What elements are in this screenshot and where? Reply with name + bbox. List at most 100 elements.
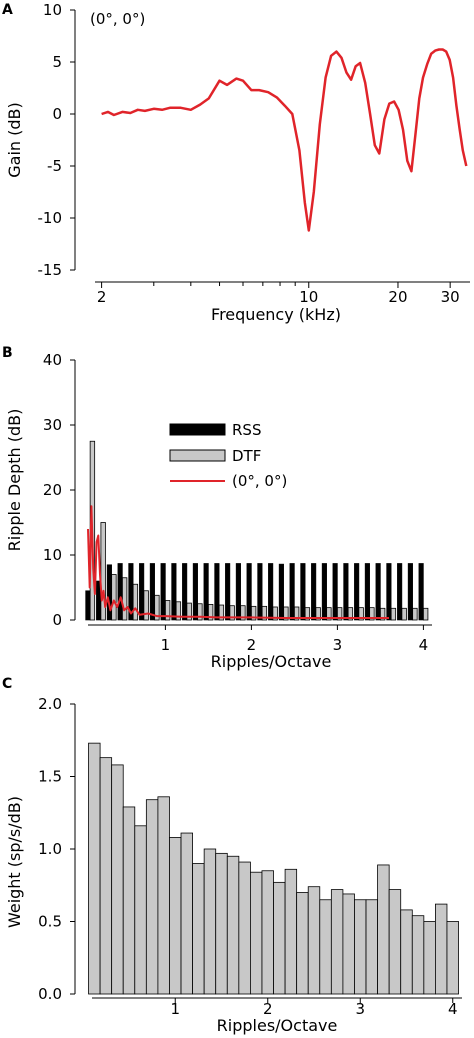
chart-b-bar-rss xyxy=(268,563,274,621)
chart-c-bar xyxy=(226,855,240,995)
chart-b-bar-rss xyxy=(214,563,220,621)
chart-c-bar xyxy=(365,899,378,995)
chart-b-bar-dtf xyxy=(347,607,354,621)
chart-b-bar-rss xyxy=(418,563,424,621)
chart-b-ytick-label: 10 xyxy=(43,546,62,564)
chart-a-annotation: (0°, 0°) xyxy=(90,10,145,28)
chart-c-xlabel: Ripples/Octave xyxy=(217,1016,338,1035)
chart-b-bar-dtf xyxy=(336,607,343,621)
chart-b-bar-dtf xyxy=(293,606,300,621)
chart-b-bar-dtf xyxy=(186,602,192,621)
chart-a-xlabel: Frequency (kHz) xyxy=(211,305,341,324)
chart-c-xtick-label: 4 xyxy=(448,1000,458,1018)
chart-b-bar-dtf xyxy=(422,607,429,621)
chart-b-bar-dtf xyxy=(207,604,214,621)
chart-b-bar-rss xyxy=(375,563,381,621)
chart-b-bar-dtf xyxy=(379,607,386,621)
chart-c-ylabel: Weight (sp/s/dB) xyxy=(5,796,24,928)
chart-b-bar-rss xyxy=(343,563,349,621)
panel-letter-a: A xyxy=(2,2,13,18)
chart-b-bar-dtf xyxy=(272,606,278,621)
chart-b-bar-rss xyxy=(397,563,403,621)
chart-c-bar xyxy=(330,889,344,995)
chart-b-bar-dtf xyxy=(143,590,149,621)
chart-a-ytick-label: 10 xyxy=(43,1,62,19)
panel-letter-b: B xyxy=(2,345,13,361)
chart-b-bar-dtf xyxy=(100,522,106,621)
chart-b-bar-rss xyxy=(407,563,413,621)
chart-c-bar xyxy=(319,899,332,995)
chart-c-bar xyxy=(388,889,402,995)
chart-b-xtick-label: 3 xyxy=(333,636,343,654)
chart-c-bar xyxy=(192,863,205,995)
chart-b: Ripples/Octave Ripple Depth (dB) RSS DTF… xyxy=(5,351,432,671)
chart-a-ylabel: Gain (dB) xyxy=(5,102,24,178)
chart-c-ytick-label: 2.0 xyxy=(38,695,62,713)
chart-c-xtick-label: 3 xyxy=(355,1000,365,1018)
chart-b-bar-dtf xyxy=(304,607,311,621)
chart-c-bar xyxy=(435,903,448,995)
chart-b-bar-rss xyxy=(257,563,263,621)
chart-b-xlabel: Ripples/Octave xyxy=(211,652,332,671)
chart-b-bar-rss xyxy=(354,563,360,621)
chart-a: (0°, 0°) Frequency (kHz) Gain (dB) 10 5 0 -… xyxy=(5,1,470,324)
chart-b-bar-rss xyxy=(225,563,231,621)
chart-b-ytick-label: 20 xyxy=(43,481,62,499)
chart-b-bar-rss xyxy=(117,563,123,621)
chart-b-bar-dtf xyxy=(154,594,160,621)
chart-c-ytick-label: 1.5 xyxy=(38,768,62,786)
chart-a-xtick-label: 2 xyxy=(97,288,107,306)
chart-b-bar-rss xyxy=(311,563,317,621)
chart-c-bar xyxy=(157,796,170,995)
chart-c-bar xyxy=(307,886,321,995)
chart-c-bar xyxy=(238,861,251,995)
chart-b-bar-rss xyxy=(182,563,188,621)
chart-b-bar-dtf xyxy=(164,600,171,621)
chart-c-bar xyxy=(284,868,298,995)
legend-label-red-line: (0°, 0°) xyxy=(232,472,287,490)
chart-c-bar xyxy=(423,921,436,995)
chart-c-bar xyxy=(342,893,355,995)
chart-b-bar-rss xyxy=(139,563,145,621)
chart-b-bar-rss xyxy=(300,563,306,621)
chart-c-bar xyxy=(99,757,113,995)
panel-letter-c: C xyxy=(2,676,12,692)
chart-b-bar-dtf xyxy=(229,605,235,621)
chart-b-bar-rss xyxy=(289,563,295,621)
chart-c-bar xyxy=(400,909,413,995)
chart-c: Ripples/Octave Weight (sp/s/dB) 0.0 0.5 1.… xyxy=(5,695,462,1035)
chart-b-bar-dtf xyxy=(358,607,364,621)
chart-b-bar-dtf xyxy=(412,607,418,621)
chart-c-xtick-label: 2 xyxy=(263,1000,273,1018)
chart-c-bar xyxy=(354,899,367,995)
chart-c-bar xyxy=(377,864,390,995)
chart-b-bar-dtf xyxy=(250,605,257,621)
chart-c-bar xyxy=(250,871,263,995)
chart-b-ytick-label: 0 xyxy=(52,611,62,629)
chart-b-bar-dtf xyxy=(111,574,117,621)
chart-c-ytick-label: 0.5 xyxy=(38,913,62,931)
chart-a-ytick-label: -10 xyxy=(38,209,63,227)
chart-a-xtick-label: 30 xyxy=(441,288,460,306)
chart-c-bar xyxy=(134,825,147,995)
chart-a-ytick-label: 0 xyxy=(52,105,62,123)
chart-b-bar-dtf xyxy=(283,606,289,621)
chart-b-bar-rss xyxy=(235,563,241,621)
chart-b-bar-rss xyxy=(106,564,112,621)
chart-c-bar xyxy=(180,832,193,995)
chart-b-bar-dtf xyxy=(390,607,397,621)
chart-b-bar-dtf xyxy=(369,607,375,621)
chart-c-ytick-label: 0.0 xyxy=(38,985,62,1003)
chart-c-ytick-label: 1.0 xyxy=(38,840,62,858)
chart-a-ytick-label: -5 xyxy=(47,157,62,175)
legend-swatch-rss xyxy=(169,423,226,436)
chart-b-bar-rss xyxy=(85,590,91,621)
chart-c-bar xyxy=(122,806,136,995)
chart-b-xtick-label: 1 xyxy=(161,636,171,654)
chart-c-bar xyxy=(111,764,124,995)
chart-b-bar-dtf xyxy=(122,577,128,621)
chart-b-series-line xyxy=(87,505,389,619)
chart-c-bar xyxy=(169,837,182,995)
chart-a-xtick-label: 20 xyxy=(388,288,407,306)
